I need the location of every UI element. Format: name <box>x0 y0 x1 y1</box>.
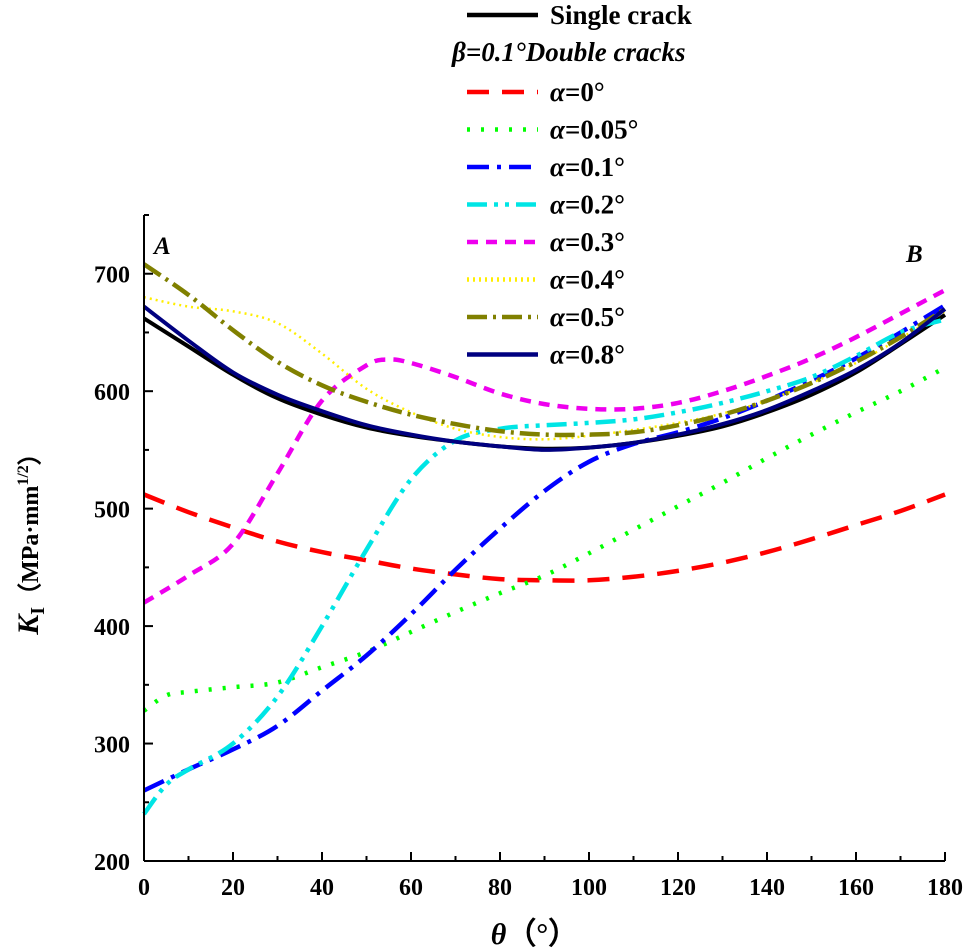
legend-label-2: α=0.05° <box>550 115 638 145</box>
series-line-1 <box>143 492 946 583</box>
y-tick-label: 600 <box>94 380 130 406</box>
legend-label-4: α=0.2° <box>550 190 625 220</box>
x-axis-unit: （°） <box>506 917 578 951</box>
series-layer <box>142 262 947 816</box>
y-axis-subscript: I <box>27 607 49 615</box>
x-tick-label: 40 <box>310 875 334 901</box>
y-tick-label: 500 <box>94 498 130 524</box>
series-line-8 <box>142 305 947 452</box>
y-axis-unit-sup: 1/2 <box>15 465 32 485</box>
legend-label-7: α=0.5° <box>550 302 625 332</box>
x-tick-label: 120 <box>660 875 696 901</box>
axes <box>143 215 945 862</box>
y-tick-label: 300 <box>94 733 130 759</box>
legend-label-5: α=0.3° <box>550 227 625 257</box>
x-tick-label: 60 <box>399 875 423 901</box>
x-tick-label: 80 <box>488 875 512 901</box>
y-axis-unit: （MPa·mm <box>17 486 44 607</box>
legend-label-1: α=0° <box>550 77 605 107</box>
x-axis-title: θ（°） <box>491 917 579 951</box>
x-tick-label: 0 <box>138 875 150 901</box>
ticks: 0 20 40 60 80 100 120 140 160 180 200 300 400 500 600 7… <box>94 214 963 901</box>
y-tick-label: 700 <box>94 263 130 289</box>
y-tick-label: 200 <box>94 850 130 876</box>
point-label-b: B <box>905 241 923 268</box>
y-axis-title: KI（MPa·mm1/2） <box>12 441 49 636</box>
legend-label-8: α=0.8° <box>550 340 625 370</box>
legend-header-text: β=0.1°Double cracks <box>451 37 686 67</box>
series-line-2 <box>142 365 947 713</box>
legend: β=0.1°Double cracks Single crack α=0° α=0.… <box>451 0 692 370</box>
series-line-6 <box>143 295 946 441</box>
x-tick-label: 20 <box>221 875 245 901</box>
x-axis-symbol: θ <box>491 918 507 951</box>
y-tick-label: 400 <box>94 615 130 641</box>
series-line-5 <box>142 288 947 605</box>
x-tick-label: 180 <box>927 875 963 901</box>
x-tick-label: 100 <box>571 875 607 901</box>
point-label-a: A <box>152 233 171 260</box>
series-line-4 <box>142 317 946 816</box>
series-line-3 <box>143 303 947 793</box>
y-axis-unit-close: ） <box>17 441 44 465</box>
x-tick-label: 160 <box>838 875 874 901</box>
x-tick-label: 140 <box>749 875 785 901</box>
y-axis-symbol: K <box>12 613 45 636</box>
series-line-7 <box>142 262 947 438</box>
legend-label-3: α=0.1° <box>550 152 625 182</box>
legend-label-6: α=0.4° <box>550 265 625 295</box>
legend-label-0: Single crack <box>550 0 692 30</box>
legend-header: β=0.1°Double cracks <box>451 37 686 67</box>
